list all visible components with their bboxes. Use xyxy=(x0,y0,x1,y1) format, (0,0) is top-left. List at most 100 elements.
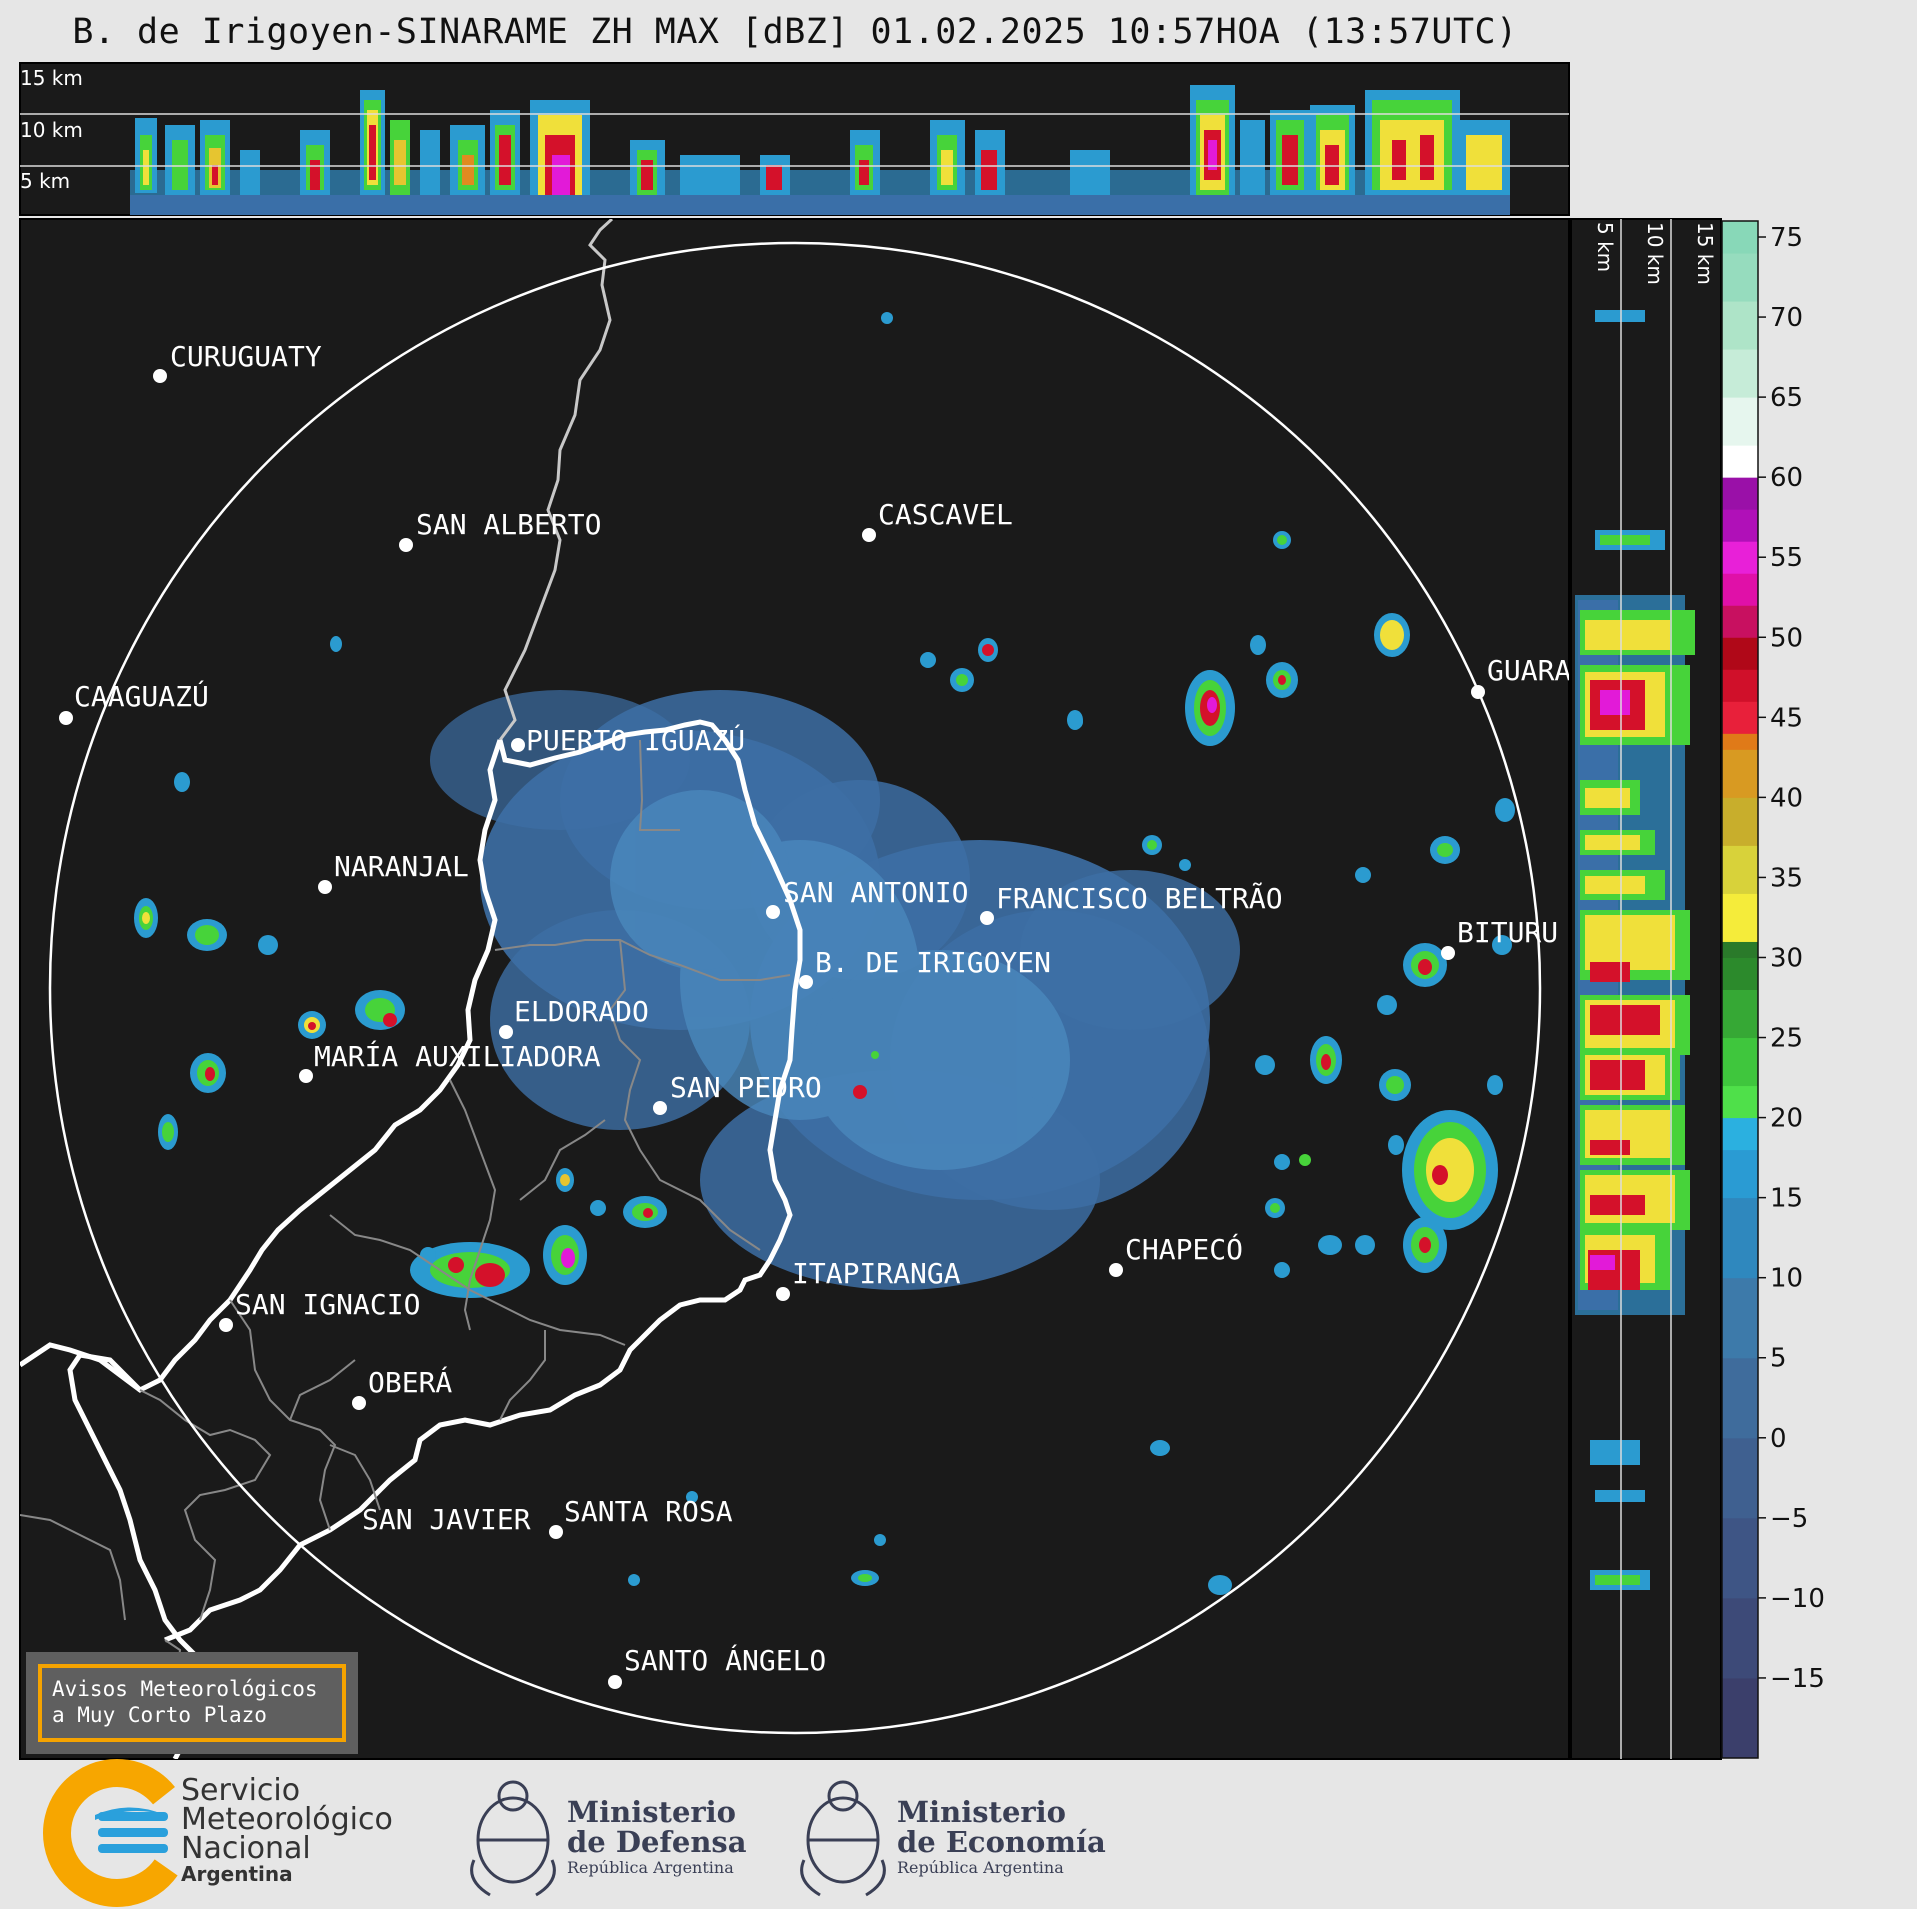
colorbar-band xyxy=(1722,605,1758,638)
storm-cell xyxy=(1403,1217,1447,1273)
colorbar-band xyxy=(1722,573,1758,606)
city-label-san-javier: SAN JAVIER xyxy=(362,1503,531,1536)
economia-title: Ministerio de Economía xyxy=(897,1797,1106,1857)
colorbar-band xyxy=(1722,797,1758,846)
city-label-naranjal: NARANJAL xyxy=(334,850,469,883)
avisos-box[interactable]: Avisos Meteorológicos a Muy Corto Plazo xyxy=(26,1652,358,1754)
storm-cell xyxy=(420,1247,436,1263)
city-label-b-de-irigoyen: B. DE IRIGOYEN xyxy=(815,946,1051,979)
colorbar-tick-label: 25 xyxy=(1770,1024,1803,1054)
storm-cell xyxy=(1310,1036,1342,1084)
city-label-puerto-iguazu: PUERTO IGUAZÚ xyxy=(526,723,745,757)
storm-cell xyxy=(851,1570,879,1586)
smn-logo-text: Servicio Meteorológico Nacional Argentin… xyxy=(181,1776,393,1886)
storm-cell xyxy=(330,636,342,652)
storm-cell xyxy=(556,1168,574,1192)
storm-cell xyxy=(1318,1235,1342,1255)
city-label-san-antonio: SAN ANTONIO xyxy=(783,876,968,909)
storm-cell xyxy=(978,638,998,662)
storm-cell xyxy=(874,1534,886,1546)
colorbar-band xyxy=(1722,893,1758,942)
storm-cell xyxy=(190,1053,226,1093)
colorbar-tick-label: 60 xyxy=(1770,463,1803,493)
defensa-subtitle: República Argentina xyxy=(567,1858,734,1877)
city-label-curuguaty: CURUGUATY xyxy=(170,340,322,373)
city-label-caaguazu: CAAGUAZÚ xyxy=(74,679,209,713)
storm-cell xyxy=(1299,1154,1311,1166)
echo-speck xyxy=(853,1085,867,1099)
top-cell xyxy=(135,118,157,193)
storm-cell xyxy=(881,312,893,324)
main-map[interactable]: CURUGUATY SAN ALBERTO CASCAVEL CAAGUAZÚ … xyxy=(19,218,1571,1760)
storm-cell xyxy=(628,1574,640,1586)
side-alt-label-5km: 5 km xyxy=(1593,222,1617,272)
colorbar-tick-label: 35 xyxy=(1770,863,1803,893)
storm-cell xyxy=(1266,662,1298,698)
boundaries xyxy=(20,219,803,1759)
storm-cell xyxy=(1069,715,1083,729)
coat-of-arms-economia xyxy=(800,1780,886,1897)
colorbar-bands xyxy=(1722,221,1758,1759)
economia-line2: de Economía xyxy=(897,1825,1106,1859)
city-dots xyxy=(59,369,1485,1689)
city-label-itapiranga: ITAPIRANGA xyxy=(792,1257,961,1290)
storm-cell xyxy=(1150,1440,1170,1456)
storm-cell xyxy=(410,1242,530,1298)
storm-cell xyxy=(950,668,974,692)
storm-cell xyxy=(1492,935,1512,955)
storm-cell xyxy=(920,652,936,668)
side-alt-label-10km: 10 km xyxy=(1643,222,1667,285)
colorbar-tick-label: 20 xyxy=(1770,1104,1803,1134)
colorbar-band xyxy=(1722,989,1758,1039)
city-label-bituru: BITURU xyxy=(1457,916,1558,949)
colorbar-tick-label: −10 xyxy=(1770,1584,1825,1614)
colorbar-tick-label: 10 xyxy=(1770,1264,1803,1294)
colorbar-band xyxy=(1722,733,1758,750)
colorbar-band xyxy=(1722,669,1758,702)
colorbar-band xyxy=(1722,1197,1758,1279)
storm-cell xyxy=(1142,835,1162,855)
storm-cell xyxy=(1274,1154,1290,1170)
storm-cell xyxy=(1355,1235,1375,1255)
storm-cell xyxy=(1185,670,1235,746)
colorbar-band xyxy=(1722,1357,1758,1439)
storm-cell xyxy=(543,1225,587,1285)
storm-cell xyxy=(158,1114,178,1150)
colorbar-band xyxy=(1722,1037,1758,1087)
colorbar-band xyxy=(1722,1085,1758,1119)
city-label-eldorado: ELDORADO xyxy=(514,995,649,1028)
storm-cell xyxy=(1355,867,1371,883)
side-echoes xyxy=(1575,310,1695,1590)
colorbar-band xyxy=(1722,637,1758,670)
side-cross-section: 5 km 10 km 15 km xyxy=(1570,218,1722,1760)
storm-cell xyxy=(1179,859,1191,871)
colorbar-tick-label: 30 xyxy=(1770,943,1803,973)
storm-cell xyxy=(1388,1135,1404,1155)
storm-cell xyxy=(355,990,405,1030)
colorbar-band xyxy=(1722,253,1758,302)
storm-cell xyxy=(1402,1110,1498,1230)
city-label-maria-auxiliadora: MARÍA AUXILIADORA xyxy=(314,1039,601,1073)
colorbar-band xyxy=(1722,957,1758,990)
colorbar-band xyxy=(1722,541,1758,574)
storm-cell xyxy=(590,1200,606,1216)
colorbar-tick-label: 45 xyxy=(1770,703,1803,733)
storm-cell xyxy=(1374,613,1410,657)
colorbar-band xyxy=(1722,845,1758,894)
clear-air-core xyxy=(610,790,1070,1170)
storm-cell xyxy=(298,1011,326,1039)
colorbar-band xyxy=(1722,701,1758,734)
storm-cell xyxy=(1379,1069,1411,1101)
colorbar-band xyxy=(1722,1117,1758,1151)
economia-subtitle: República Argentina xyxy=(897,1858,1064,1877)
colorbar-band xyxy=(1722,349,1758,398)
storm-cell xyxy=(623,1196,667,1228)
storm-cell xyxy=(258,935,278,955)
echo-speck xyxy=(871,1051,879,1059)
alt-label-15km: 15 km xyxy=(20,66,83,90)
city-label-obera: OBERÁ xyxy=(368,1365,452,1399)
colorbar-tick-label: 15 xyxy=(1770,1184,1803,1214)
colorbar-band xyxy=(1722,1277,1758,1359)
